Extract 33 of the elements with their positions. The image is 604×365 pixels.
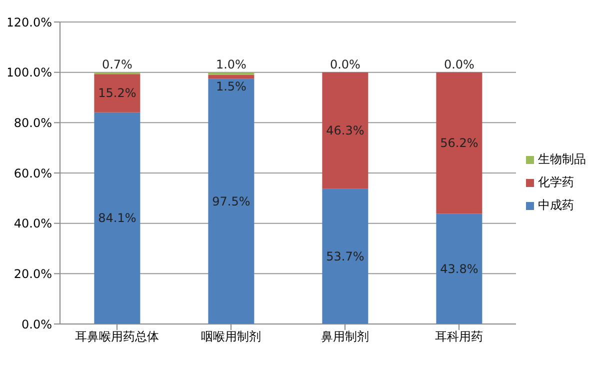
bar xyxy=(94,112,140,324)
y-tick-label: 60.0% xyxy=(14,166,52,180)
bar xyxy=(322,188,368,324)
y-tick-label: 80.0% xyxy=(14,116,52,130)
data-label: 1.5% xyxy=(216,80,246,94)
data-label: 1.0% xyxy=(216,57,246,72)
data-label: 0.0% xyxy=(330,57,360,72)
legend-label: 化学药 xyxy=(538,174,574,191)
bar xyxy=(208,78,254,324)
data-label: 15.2% xyxy=(98,86,136,100)
y-tick-label: 0.0% xyxy=(22,317,52,332)
bar xyxy=(436,214,482,324)
bar xyxy=(436,72,482,214)
legend-label: 生物制品 xyxy=(538,151,586,168)
data-label: 0.7% xyxy=(102,57,132,72)
data-label: 0.0% xyxy=(444,57,474,72)
data-label: 84.1% xyxy=(98,211,136,226)
x-tick-label: 耳科用药 xyxy=(435,330,483,344)
data-label: 53.7% xyxy=(326,249,364,264)
data-label: 46.3% xyxy=(326,124,364,138)
x-tick-label: 耳鼻喉用药总体 xyxy=(75,330,159,344)
data-label: 56.2% xyxy=(440,136,478,150)
y-tick-label: 40.0% xyxy=(14,216,52,231)
bar xyxy=(208,74,254,79)
legend-label: 中成药 xyxy=(538,197,574,214)
x-tick-label: 咽喉用制剂 xyxy=(201,330,261,344)
data-label: 43.8% xyxy=(440,262,478,276)
bar xyxy=(322,72,368,189)
bar xyxy=(208,72,254,75)
x-tick-label: 鼻用制剂 xyxy=(321,330,369,344)
data-label: 97.5% xyxy=(212,194,250,208)
bar xyxy=(94,74,140,112)
y-tick-label: 20.0% xyxy=(14,266,52,281)
